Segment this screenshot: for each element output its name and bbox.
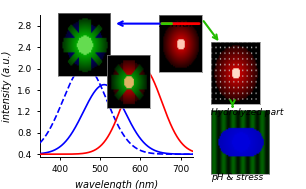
X-axis label: wavelength (nm): wavelength (nm) — [75, 180, 158, 189]
Y-axis label: intensity (a.u.): intensity (a.u.) — [2, 50, 12, 122]
Text: Hydrolyzed part: Hydrolyzed part — [211, 108, 284, 117]
Text: pH & stress: pH & stress — [211, 173, 263, 182]
Text: stimuli: stimuli — [159, 19, 196, 29]
